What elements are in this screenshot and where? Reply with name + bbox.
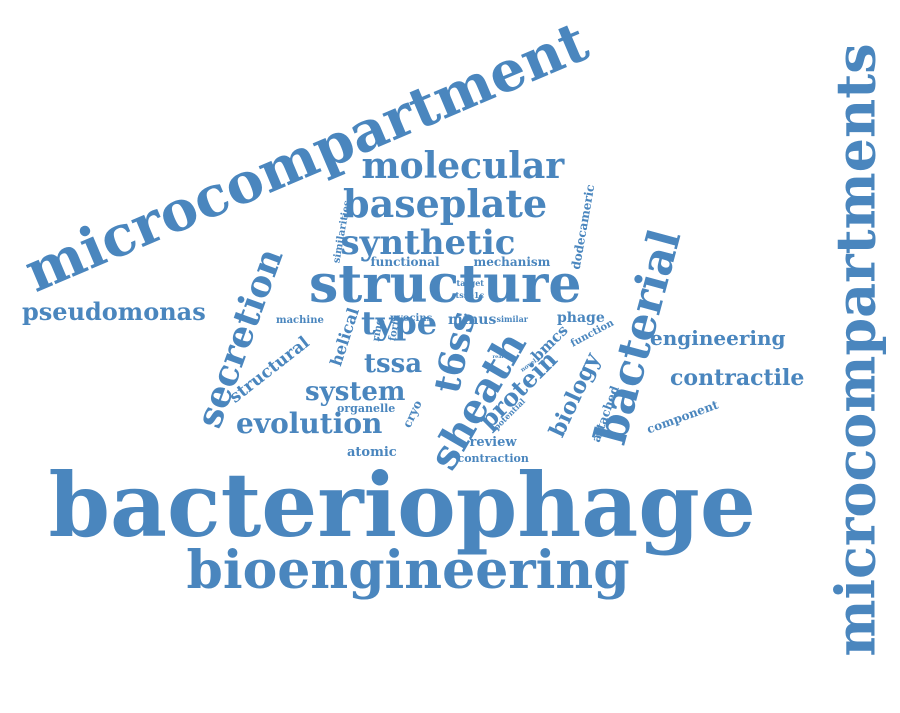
word-system: system bbox=[305, 377, 406, 407]
word-contraction: contraction bbox=[457, 451, 529, 465]
word-bacteriophage: bacteriophage bbox=[48, 453, 756, 557]
word-tssb1c: tssb1c bbox=[455, 290, 485, 300]
word-pyocins: pyocins bbox=[390, 313, 433, 324]
word-atomic: atomic bbox=[347, 444, 397, 460]
word-dodecameric: dodecameric bbox=[568, 183, 598, 271]
word-evolution: evolution bbox=[236, 407, 383, 440]
word-microcompartments: microcompartments bbox=[823, 43, 888, 657]
word-helical: helical bbox=[326, 305, 363, 369]
word-engineering: engineering bbox=[650, 326, 786, 350]
word-functional: functional bbox=[370, 255, 440, 269]
word-organelle: organelle bbox=[337, 401, 396, 415]
word-real: real bbox=[492, 353, 504, 360]
word-molecular: molecular bbox=[361, 145, 565, 187]
word-similar: similar bbox=[496, 314, 528, 324]
word-bioengineering: bioengineering bbox=[186, 540, 630, 601]
word-target: target bbox=[456, 278, 484, 288]
word-review: review bbox=[469, 434, 517, 450]
word-machine: machine bbox=[276, 315, 324, 326]
word-minus: minus bbox=[448, 312, 497, 328]
word-component: component bbox=[644, 397, 720, 437]
word-pseudomonas: pseudomonas bbox=[22, 297, 206, 326]
word-mechanism: mechanism bbox=[473, 255, 551, 269]
word-tssa: tssa bbox=[364, 349, 423, 379]
word-synthetic: synthetic bbox=[340, 223, 516, 263]
word-type: type bbox=[361, 304, 438, 342]
word-contractile: contractile bbox=[670, 365, 805, 391]
word-baseplate: baseplate bbox=[343, 181, 548, 226]
word-phage: phage bbox=[557, 310, 605, 326]
word-structure: structure bbox=[309, 254, 582, 315]
